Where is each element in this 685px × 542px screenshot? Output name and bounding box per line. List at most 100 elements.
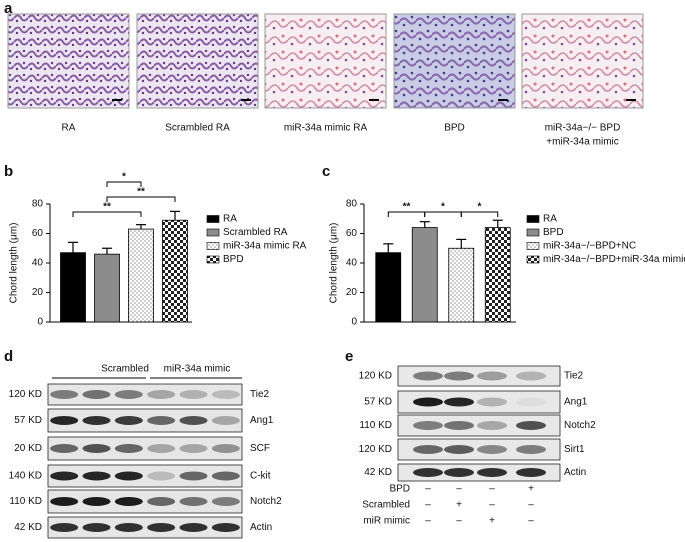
blot-band xyxy=(413,421,443,430)
size-label: 120 KD xyxy=(359,444,392,455)
blot-strip xyxy=(397,390,561,414)
blot-band xyxy=(179,523,208,532)
condition-mark: – xyxy=(489,484,495,495)
blot-strip xyxy=(47,436,243,461)
blot-band xyxy=(179,497,208,506)
legend-label: miR-34a mimic RA xyxy=(223,241,307,252)
legend-swatch xyxy=(526,242,540,250)
image-caption: miR-34a−/− BPD xyxy=(545,123,621,134)
blot-band xyxy=(179,390,208,399)
significance-bracket xyxy=(106,196,176,202)
blot-band xyxy=(211,523,240,532)
protein-label: Ang1 xyxy=(250,415,274,426)
legend-label: BPD xyxy=(223,254,244,265)
blot-band xyxy=(82,390,111,399)
condition-mark: + xyxy=(489,516,495,527)
blot-band xyxy=(477,421,507,430)
protein-label: Tie2 xyxy=(564,371,584,382)
legend-swatch xyxy=(206,242,220,250)
panel-label: b xyxy=(4,163,13,180)
blot-band xyxy=(82,444,111,453)
y-tick-label: 60 xyxy=(32,228,44,239)
panel-label: e xyxy=(345,348,353,365)
blot-band xyxy=(50,471,79,481)
legend-label: miR-34a−/−BPD+miR-34a mimic xyxy=(543,254,685,265)
condition-mark: + xyxy=(528,484,534,495)
condition-mark: – xyxy=(528,516,534,527)
panel-label: a xyxy=(4,0,13,17)
legend-swatch xyxy=(526,228,540,237)
blot-band xyxy=(413,445,443,454)
blot-band xyxy=(211,416,240,425)
blot-band xyxy=(82,416,111,425)
significance-bracket xyxy=(424,211,462,217)
blot-band xyxy=(147,444,176,453)
size-label: 120 KD xyxy=(9,389,42,400)
significance-bracket xyxy=(460,211,499,217)
panel-a: a xyxy=(4,0,644,109)
significance-label: ** xyxy=(137,187,145,198)
legend-label: RA xyxy=(223,214,237,225)
bar xyxy=(162,219,188,323)
blot-strip xyxy=(47,464,243,488)
y-tick-label: 20 xyxy=(32,287,44,298)
blot-band xyxy=(516,468,546,477)
y-tick-label: 80 xyxy=(346,199,358,210)
blot-strip xyxy=(397,414,561,437)
blot-band xyxy=(50,497,79,506)
size-label: 57 KD xyxy=(14,415,42,426)
blot-band xyxy=(413,397,443,407)
panel-label: c xyxy=(322,163,330,180)
y-tick-label: 40 xyxy=(346,258,358,269)
significance-label: * xyxy=(122,172,126,183)
legend-swatch xyxy=(526,255,540,264)
blot-band xyxy=(82,523,111,532)
bar xyxy=(484,227,511,323)
blot-band xyxy=(477,468,507,477)
y-tick-label: 40 xyxy=(32,258,44,269)
condition-mark: – xyxy=(425,516,431,527)
protein-label: Actin xyxy=(250,522,272,533)
protein-label: Actin xyxy=(564,467,586,478)
condition-mark: – xyxy=(425,484,431,495)
significance-bracket xyxy=(387,211,426,217)
blot-band xyxy=(114,523,143,532)
micrograph xyxy=(393,13,516,109)
bar xyxy=(375,252,402,323)
blot-strip xyxy=(397,365,561,387)
blot-band xyxy=(179,471,208,481)
blot-band xyxy=(114,471,143,481)
blot-band xyxy=(50,523,79,532)
blot-band xyxy=(114,497,143,506)
protein-label: Sirt1 xyxy=(564,444,585,455)
blot-band xyxy=(147,471,176,481)
blot-band xyxy=(211,444,240,453)
size-label: 120 KD xyxy=(359,371,392,382)
blot-band xyxy=(444,445,474,454)
blot-band xyxy=(211,390,240,399)
bar xyxy=(128,228,154,323)
blot-band xyxy=(413,371,443,381)
image-caption: +miR-34a mimic xyxy=(546,137,619,148)
bar xyxy=(411,227,438,323)
size-label: 42 KD xyxy=(14,522,42,533)
blot-band xyxy=(516,445,546,454)
blot-strip xyxy=(47,489,243,514)
blot-band xyxy=(477,397,507,407)
y-tick-label: 60 xyxy=(346,228,358,239)
significance-label: ** xyxy=(103,202,111,213)
legend-swatch xyxy=(206,228,220,237)
legend-label: RA xyxy=(543,214,557,225)
blot-band xyxy=(147,390,176,399)
y-axis-label: Chord length (μm) xyxy=(329,223,340,304)
blot-band xyxy=(179,416,208,425)
bar xyxy=(60,252,86,323)
condition-mark: – xyxy=(456,516,462,527)
y-tick-label: 0 xyxy=(351,317,357,328)
y-tick-label: 20 xyxy=(346,287,358,298)
blot-strip xyxy=(397,438,561,461)
blot-band xyxy=(444,468,474,477)
condition-mark: – xyxy=(489,500,495,511)
bar xyxy=(94,253,120,323)
legend-label: miR-34a−/−BPD+NC xyxy=(543,241,636,252)
